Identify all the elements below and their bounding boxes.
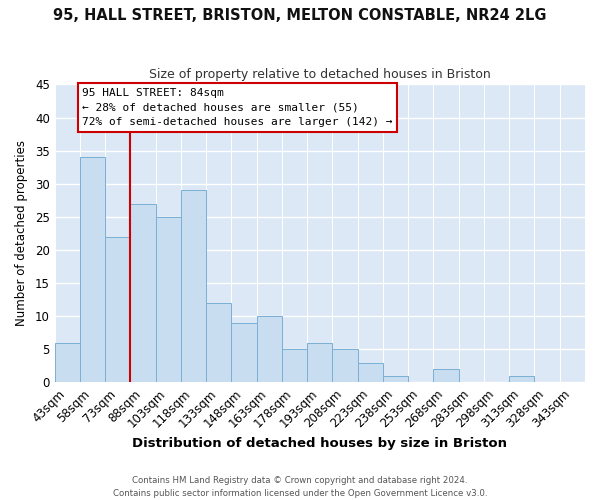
Text: Contains HM Land Registry data © Crown copyright and database right 2024.
Contai: Contains HM Land Registry data © Crown c… xyxy=(113,476,487,498)
Bar xyxy=(155,217,181,382)
Bar xyxy=(105,236,130,382)
Bar xyxy=(55,342,80,382)
Text: 95, HALL STREET, BRISTON, MELTON CONSTABLE, NR24 2LG: 95, HALL STREET, BRISTON, MELTON CONSTAB… xyxy=(53,8,547,22)
Y-axis label: Number of detached properties: Number of detached properties xyxy=(15,140,28,326)
Title: Size of property relative to detached houses in Briston: Size of property relative to detached ho… xyxy=(149,68,491,80)
Bar xyxy=(433,369,459,382)
Bar xyxy=(282,350,307,382)
Bar xyxy=(232,323,257,382)
Bar xyxy=(358,362,383,382)
Bar xyxy=(130,204,155,382)
Bar xyxy=(181,190,206,382)
Bar xyxy=(509,376,535,382)
Bar xyxy=(332,350,358,382)
Bar xyxy=(206,303,232,382)
Text: 95 HALL STREET: 84sqm
← 28% of detached houses are smaller (55)
72% of semi-deta: 95 HALL STREET: 84sqm ← 28% of detached … xyxy=(82,88,393,128)
X-axis label: Distribution of detached houses by size in Briston: Distribution of detached houses by size … xyxy=(133,437,508,450)
Bar xyxy=(383,376,408,382)
Bar xyxy=(307,342,332,382)
Bar xyxy=(257,316,282,382)
Bar xyxy=(80,158,105,382)
